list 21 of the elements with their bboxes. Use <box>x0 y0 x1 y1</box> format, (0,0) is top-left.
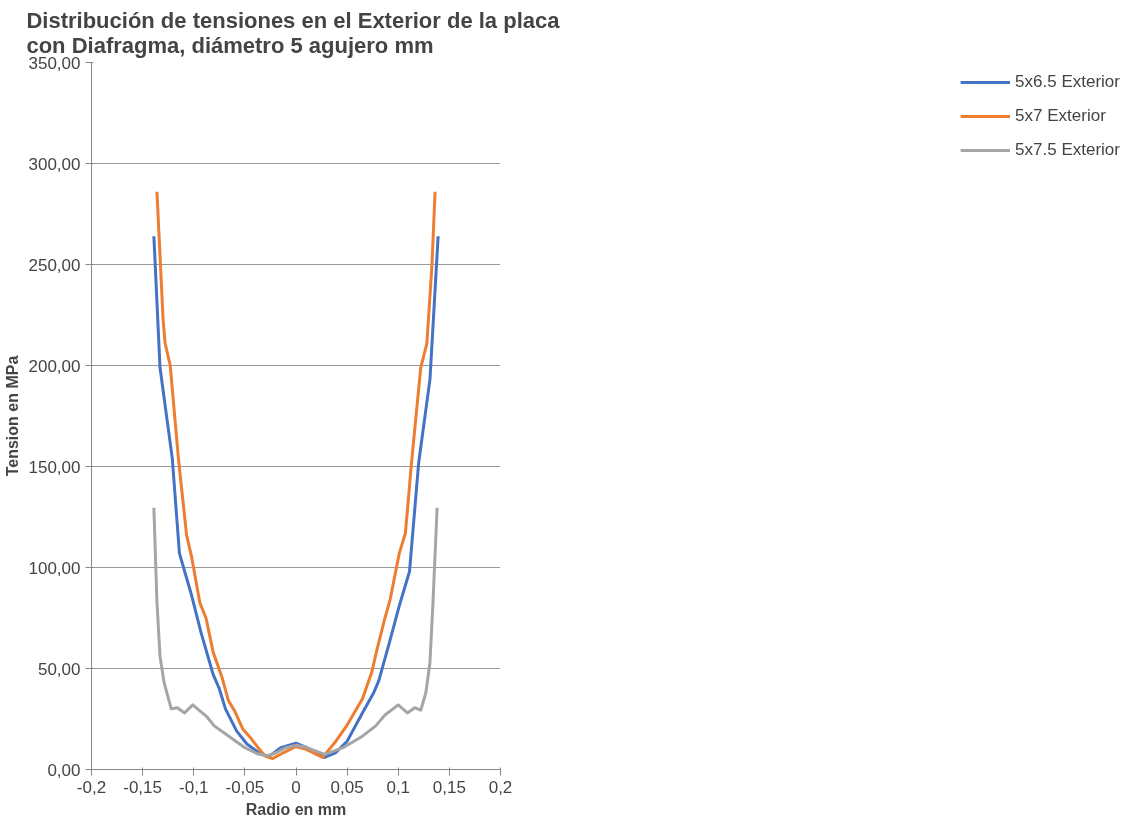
y-tick-label: 250,00 <box>28 255 81 275</box>
x-tick-label: -0,15 <box>123 777 162 797</box>
y-tick-label: 0,00 <box>47 760 81 780</box>
y-axis-title: Tension en MPa <box>3 355 21 477</box>
y-tick-label: 150,00 <box>28 457 81 477</box>
x-tick-label: 0,05 <box>330 777 364 797</box>
y-tick-label: 200,00 <box>28 356 81 376</box>
legend-label: 5x7 Exterior <box>1015 106 1106 126</box>
x-tick-label: -0,05 <box>225 777 265 797</box>
x-tick-label: 0,1 <box>386 777 411 797</box>
y-tick-label: 300,00 <box>28 154 81 174</box>
x-axis-title: Radio en mm <box>245 800 347 818</box>
x-tick-label: -0,1 <box>179 777 209 797</box>
y-tick-label: 100,00 <box>28 558 81 578</box>
y-tick-label: 50,00 <box>37 659 81 679</box>
x-tick-label: 0,2 <box>488 777 513 797</box>
x-tick-label: 0,15 <box>432 777 466 797</box>
legend-label: 5x6.5 Exterior <box>1015 72 1120 92</box>
x-tick-label: 0 <box>291 777 301 797</box>
legend-label: 5x7.5 Exterior <box>1015 140 1120 160</box>
x-tick-label: -0,2 <box>76 777 107 797</box>
